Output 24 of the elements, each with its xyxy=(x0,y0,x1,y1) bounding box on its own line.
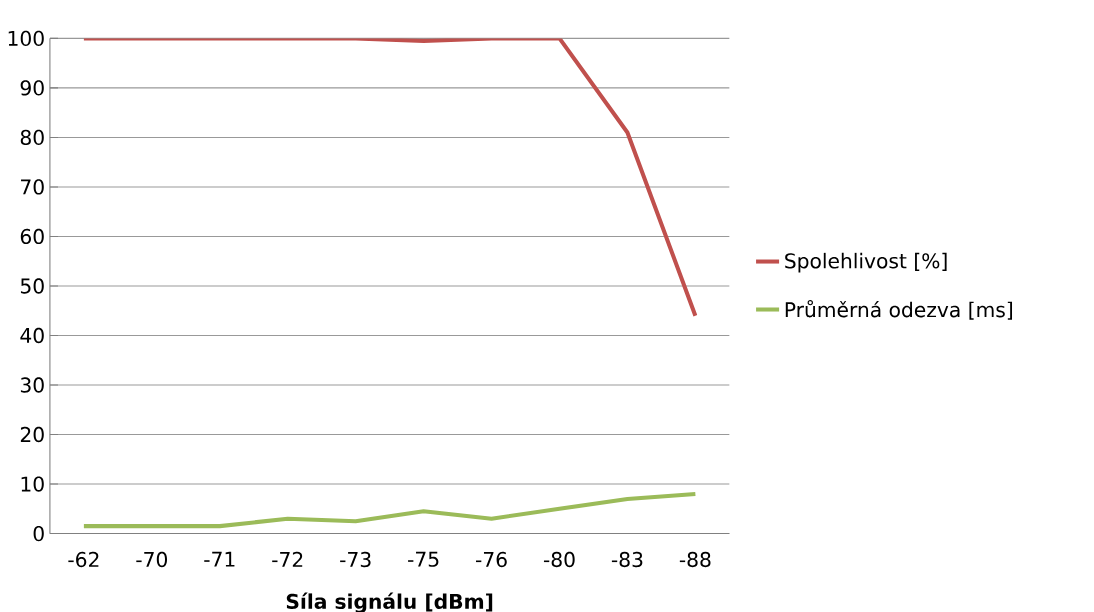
x-tick-label: -83 xyxy=(611,551,643,568)
legend-label: Průměrná odezva [ms] xyxy=(785,299,1013,320)
y-tick-label: 30 xyxy=(20,377,44,393)
y-tick-label: 10 xyxy=(21,476,44,492)
x-tick-label: -88 xyxy=(679,551,711,568)
y-tick-label: 100 xyxy=(8,30,44,46)
x-tick-label: -70 xyxy=(136,551,168,568)
y-tick-label: 60 xyxy=(20,228,44,244)
y-tick-label: 70 xyxy=(21,179,44,195)
y-tick-label: 80 xyxy=(20,129,44,145)
y-tick-label: 50 xyxy=(20,278,44,294)
x-tick-label: -76 xyxy=(476,551,507,568)
x-tick-label: -80 xyxy=(543,551,575,568)
y-tick-label: 0 xyxy=(33,525,44,542)
legend-label: Spolehlivost [%] xyxy=(785,252,947,273)
x-tick-label: -71 xyxy=(204,551,235,567)
x-tick-label: -62 xyxy=(68,551,99,568)
y-tick-label: 40 xyxy=(20,327,44,344)
y-tick-label: 90 xyxy=(20,80,44,96)
x-tick-label: -73 xyxy=(340,551,371,568)
x-tick-label: -75 xyxy=(408,551,439,567)
y-tick-label: 20 xyxy=(20,426,44,443)
x-axis-title: Síla signálu [dBm] xyxy=(286,592,493,612)
x-tick-label: -72 xyxy=(272,551,303,567)
